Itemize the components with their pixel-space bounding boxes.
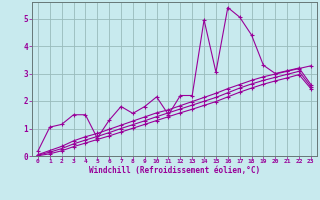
X-axis label: Windchill (Refroidissement éolien,°C): Windchill (Refroidissement éolien,°C) (89, 166, 260, 175)
